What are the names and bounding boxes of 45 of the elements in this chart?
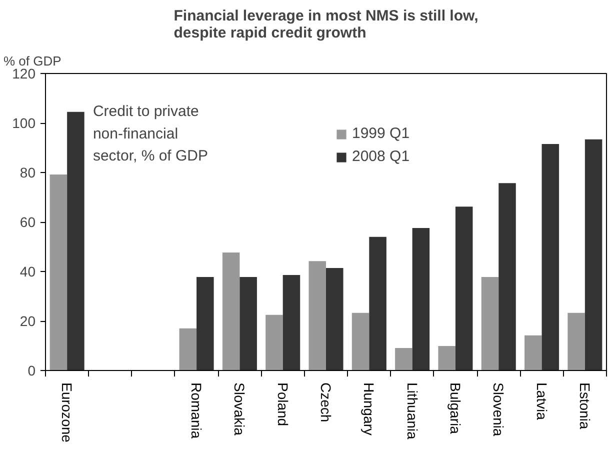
x-tick-label: Romania (188, 382, 205, 439)
x-tick-label: Hungary (361, 382, 378, 436)
bar (196, 276, 214, 370)
x-tick-label: Poland (274, 382, 291, 426)
y-axis-title: % of GDP (4, 54, 62, 68)
bar (266, 314, 283, 370)
bar (524, 335, 542, 370)
y-tick-label: 60 (20, 214, 36, 230)
bar (455, 206, 473, 370)
bar (395, 348, 412, 370)
y-tick-label: 20 (20, 313, 36, 329)
bar (179, 328, 197, 370)
bar (369, 236, 386, 370)
y-tick-label: 40 (20, 264, 36, 280)
chart-title: Financial leverage in most NMS is still low, despite rapid credit growth (174, 8, 478, 42)
bar (352, 312, 370, 370)
bar (50, 174, 68, 370)
legend-label: 2008 Q1 (352, 148, 410, 165)
bar (240, 276, 257, 370)
bar (584, 139, 602, 370)
bar (412, 228, 430, 370)
y-tick-label: 0 (28, 362, 36, 378)
bar (67, 112, 84, 370)
bar (568, 312, 585, 370)
bar (326, 268, 344, 370)
bar (308, 261, 326, 370)
x-tick-label: Latvia (534, 382, 550, 420)
legend-label: 1999 Q1 (352, 125, 410, 142)
x-tick-label: Slovakia (232, 382, 248, 436)
y-tick-label: 80 (20, 164, 36, 180)
bar (282, 274, 300, 370)
x-tick-label: Lithuania (404, 382, 420, 440)
x-tick-label: Czech (318, 382, 334, 422)
bar (498, 183, 516, 370)
y-tick-label: 120 (12, 66, 36, 82)
bar (438, 346, 456, 370)
x-tick-label: Bulgaria (447, 382, 464, 434)
x-tick-label: Slovenia (490, 382, 507, 436)
annotation: Credit to private non-financial sector, % of GDP (92, 103, 208, 164)
bar (481, 276, 499, 370)
x-tick-label: Eurozone (59, 382, 76, 443)
bar (542, 144, 560, 370)
bar (222, 252, 240, 370)
x-tick-label: Estonia (576, 382, 593, 430)
y-tick-label: 100 (12, 115, 36, 131)
